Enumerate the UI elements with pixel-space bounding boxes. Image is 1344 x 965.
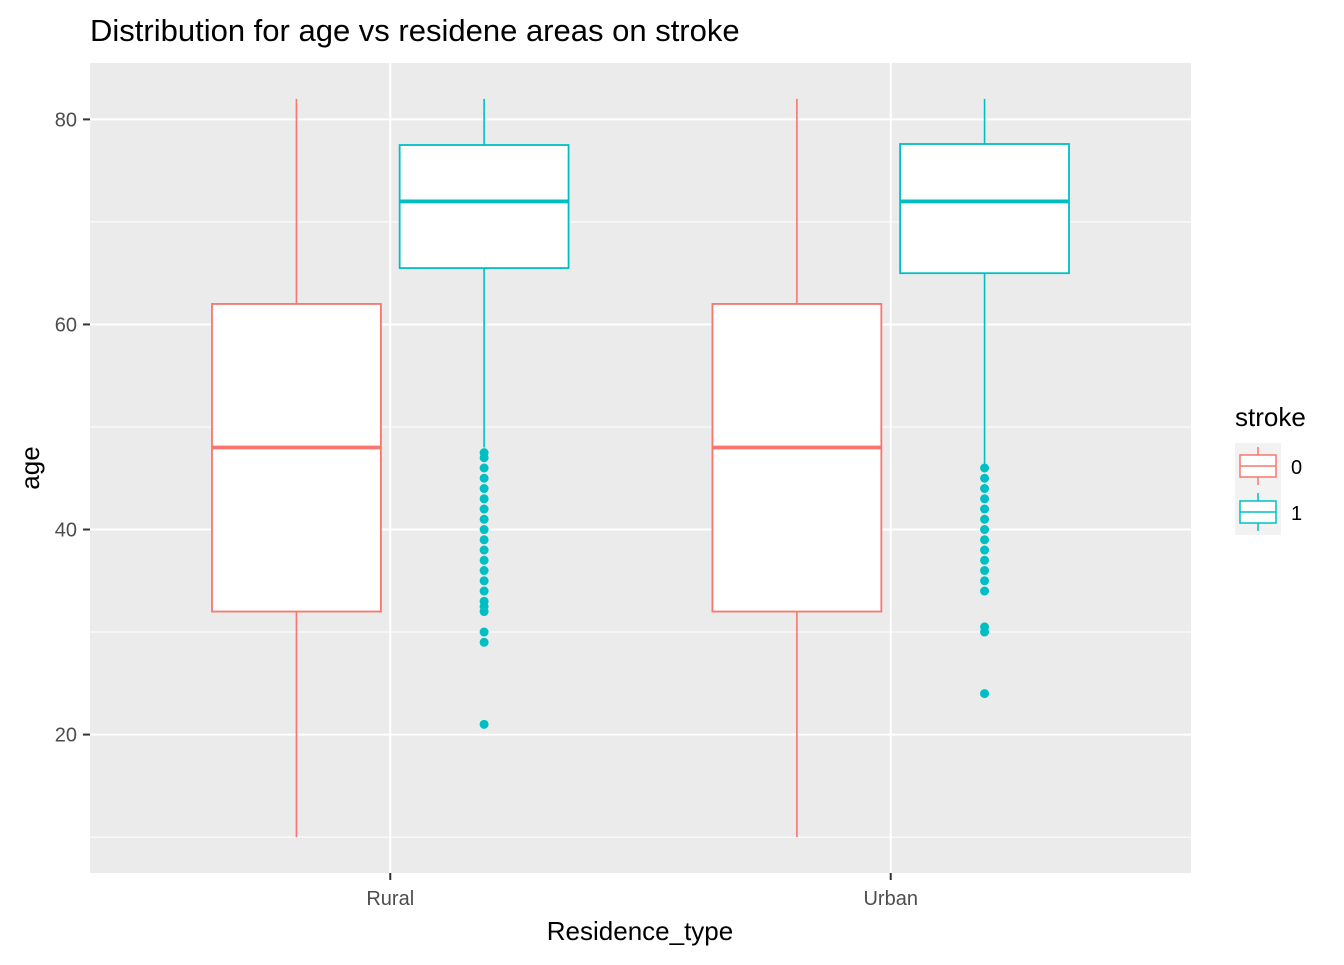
y-axis-title: age [15,446,45,489]
legend: stroke 01 [1235,402,1306,535]
outlier-point [479,484,489,494]
legend-title: stroke [1235,402,1306,432]
outlier-point [980,545,990,555]
outlier-point [980,463,990,473]
boxes-layer [211,98,1070,838]
box-urban-stroke-0 [711,98,883,838]
outlier-point [479,448,489,458]
legend-label: 0 [1291,457,1302,479]
outlier-point [479,719,489,729]
outlier-point [479,525,489,535]
y-axis: 20 40 60 80 [55,109,90,747]
outlier-point [980,576,990,586]
legend-label: 1 [1291,503,1302,525]
outlier-point [479,555,489,565]
outlier-point [980,504,990,514]
outlier-point [980,555,990,565]
x-tick-label: Rural [366,888,414,910]
outlier-point [479,566,489,576]
outlier-point [479,504,489,514]
outlier-point [980,514,990,524]
outlier-point [479,514,489,524]
outlier-point [980,689,990,699]
outlier-point [479,576,489,586]
outlier-point [479,586,489,596]
box-iqr [211,303,382,613]
legend-key-0: 0 [1235,443,1302,489]
outlier-point [479,596,489,606]
outlier-point [980,566,990,576]
legend-keys: 01 [1235,443,1302,535]
y-tick-label: 20 [55,725,77,747]
outlier-point [479,473,489,483]
box-iqr [711,303,883,613]
outlier-point [980,586,990,596]
y-tick-label: 40 [55,520,77,542]
x-axis: Rural Urban [366,873,918,910]
y-tick-label: 60 [55,314,77,336]
y-tick-label: 80 [55,109,77,131]
box-iqr [899,143,1070,275]
outlier-point [479,627,489,637]
chart-title: Distribution for age vs residene areas o… [90,13,740,48]
x-tick-label: Urban [863,888,917,910]
outlier-point [980,535,990,545]
outlier-point [980,494,990,504]
x-axis-title: Residence_type [547,916,733,946]
outlier-point [479,545,489,555]
box-rural-stroke-1 [398,98,570,729]
legend-key-1: 1 [1235,489,1302,535]
box-rural-stroke-0 [211,98,382,838]
outlier-point [479,463,489,473]
outlier-point [479,535,489,545]
box-urban-stroke-1 [899,98,1070,699]
outlier-point [479,494,489,504]
outlier-point [980,484,990,494]
outlier-point [479,637,489,647]
outlier-point [980,473,990,483]
outlier-point [980,622,990,632]
outlier-point [980,525,990,535]
box-iqr [398,144,570,269]
